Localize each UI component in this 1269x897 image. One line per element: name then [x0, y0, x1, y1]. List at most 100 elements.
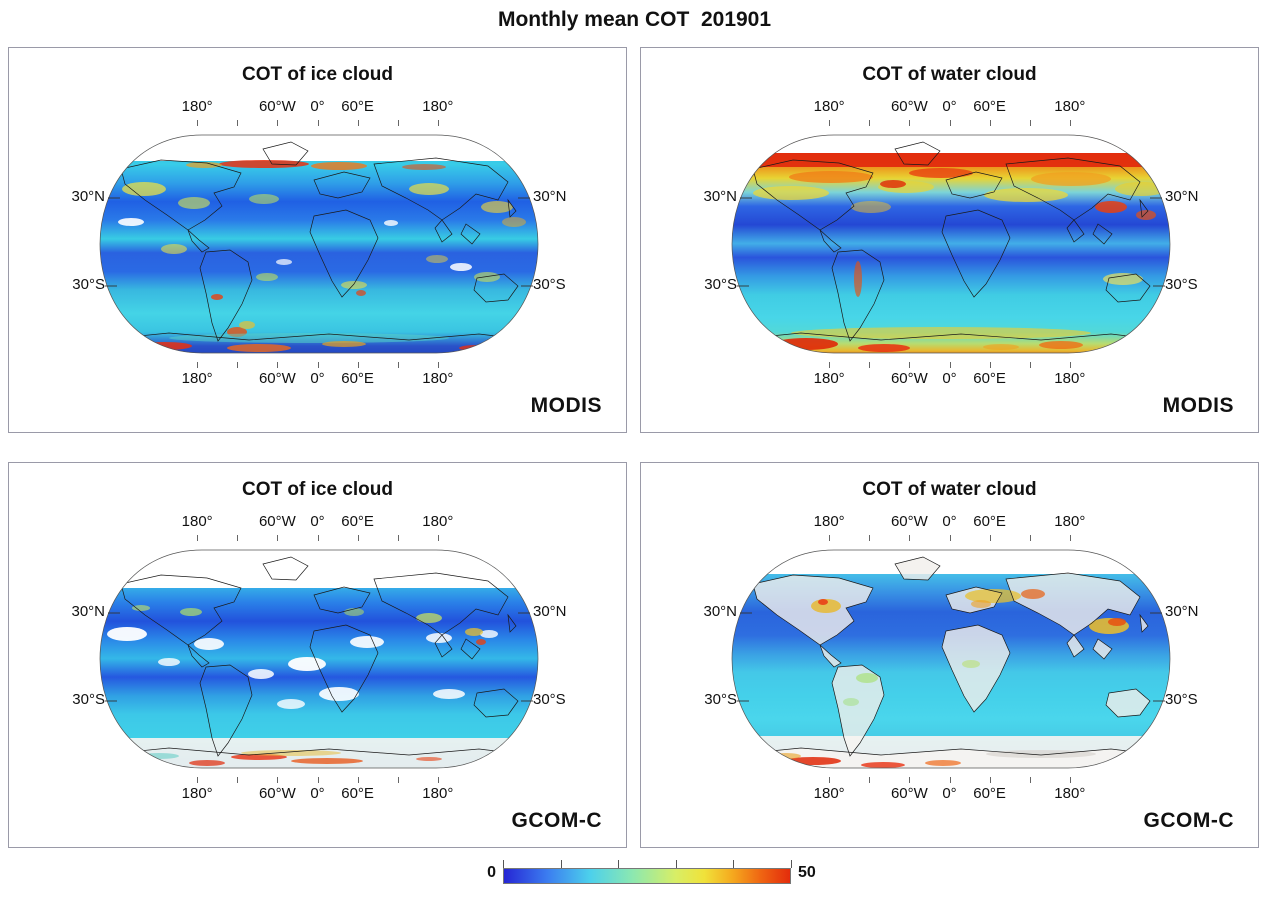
lon-ticks-bottom: [641, 362, 1258, 368]
tick-mark: [357, 535, 359, 541]
tick-mark: [1029, 120, 1031, 126]
tick-mark: [869, 362, 871, 368]
lon-label: 60°W: [890, 370, 928, 387]
tick-mark: [277, 120, 279, 126]
tick-mark: [437, 777, 439, 783]
colorbar-ticks: [503, 860, 792, 868]
lon-label: 0°: [310, 370, 325, 387]
tick-mark: [317, 362, 319, 368]
panel-title: COT of ice cloud: [242, 64, 393, 85]
tick-mark: [237, 362, 239, 368]
panel-title: COT of water cloud: [862, 64, 1037, 85]
tick-mark: [317, 120, 319, 126]
tick-mark: [397, 120, 399, 126]
lon-axis-top: 180° 60°W 0° 60°E 180°: [9, 513, 626, 531]
colorbar-min-label: 0: [487, 864, 496, 881]
lon-label: 0°: [310, 98, 325, 115]
lon-label: 180°: [422, 513, 454, 530]
lon-label: 0°: [310, 513, 325, 530]
tick-mark: [503, 860, 504, 868]
satellite-label: MODIS: [1162, 394, 1234, 417]
lon-axis-top: 180° 60°W 0° 60°E 180°: [641, 513, 1258, 531]
tick-mark: [357, 777, 359, 783]
tick-mark: [397, 362, 399, 368]
tick-mark: [949, 777, 951, 783]
tick-mark: [437, 120, 439, 126]
lon-label: 180°: [813, 785, 845, 802]
tick-mark: [909, 120, 911, 126]
tick-mark: [357, 362, 359, 368]
lon-label: 60°E: [341, 98, 374, 115]
tick-mark: [829, 120, 831, 126]
tick-mark: [437, 362, 439, 368]
lon-label: 60°E: [973, 513, 1006, 530]
tick-mark: [1029, 362, 1031, 368]
lon-label: 180°: [422, 785, 454, 802]
tick-mark: [197, 777, 199, 783]
lat-label-30s-left: 30°S: [704, 276, 737, 293]
lon-label: 0°: [942, 98, 957, 115]
panel-gcom-water: COT of water cloud 180° 60°W 0° 60°E 180…: [640, 462, 1259, 848]
lon-label: 180°: [813, 98, 845, 115]
tick-mark: [560, 860, 562, 868]
panel-title: COT of water cloud: [862, 479, 1037, 500]
lon-label: 180°: [181, 513, 213, 530]
tick-mark: [1069, 535, 1071, 541]
tick-mark: [675, 860, 677, 868]
lon-axis-bottom: 180° 60°W 0° 60°E 180°: [641, 370, 1258, 388]
lon-label: 180°: [1054, 370, 1086, 387]
tick-mark: [317, 777, 319, 783]
colorbar-gradient: [503, 868, 791, 884]
lon-label: 60°E: [973, 785, 1006, 802]
lon-label: 180°: [181, 98, 213, 115]
panel-gcom-ice: COT of ice cloud 180° 60°W 0° 60°E 180°: [8, 462, 627, 848]
panel-modis-water: COT of water cloud 180° 60°W 0° 60°E 180…: [640, 47, 1259, 433]
tick-mark: [437, 535, 439, 541]
tick-mark: [317, 535, 319, 541]
tick-mark: [197, 362, 199, 368]
lon-label: 0°: [942, 513, 957, 530]
tick-mark: [989, 120, 991, 126]
tick-mark: [909, 535, 911, 541]
lon-label: 0°: [310, 785, 325, 802]
satellite-label: MODIS: [530, 394, 602, 417]
lon-ticks-bottom: [9, 777, 626, 783]
lon-ticks-top: [641, 535, 1258, 541]
tick-mark: [949, 362, 951, 368]
lat-ticks: [737, 612, 1165, 702]
tick-mark: [949, 535, 951, 541]
tick-mark: [618, 860, 620, 868]
colorbar: 0 50: [450, 858, 850, 888]
figure-title: Monthly mean COT 201901: [497, 8, 772, 31]
lon-axis-top: 180° 60°W 0° 60°E 180°: [641, 98, 1258, 116]
lon-label: 60°W: [890, 98, 928, 115]
tick-mark: [1069, 777, 1071, 783]
tick-mark: [829, 777, 831, 783]
lat-label-30s-left: 30°S: [72, 276, 105, 293]
lon-label: 60°W: [258, 370, 296, 387]
lon-ticks-bottom: [9, 362, 626, 368]
lat-label-30s-right: 30°S: [1165, 691, 1198, 708]
lon-ticks-top: [9, 535, 626, 541]
lon-label: 180°: [422, 370, 454, 387]
tick-mark: [1069, 362, 1071, 368]
tick-mark: [989, 777, 991, 783]
lat-label-30n-left: 30°N: [703, 188, 737, 205]
tick-mark: [791, 860, 792, 868]
tick-mark: [869, 777, 871, 783]
lat-label-30n-right: 30°N: [533, 603, 567, 620]
world-map-modis-water: [641, 127, 1260, 360]
lat-ticks: [105, 197, 533, 287]
lon-label: 60°E: [973, 98, 1006, 115]
lon-label: 60°E: [341, 513, 374, 530]
lon-label: 60°E: [341, 370, 374, 387]
lon-label: 60°W: [258, 785, 296, 802]
lat-label-30n-left: 30°N: [703, 603, 737, 620]
tick-mark: [1029, 535, 1031, 541]
lon-axis-bottom: 180° 60°W 0° 60°E 180°: [9, 370, 626, 388]
lon-ticks-bottom: [641, 777, 1258, 783]
world-map-gcom-water: [641, 542, 1260, 775]
lon-label: 60°W: [890, 785, 928, 802]
panel-modis-ice: COT of ice cloud 180° 60°W 0° 60°E 180°: [8, 47, 627, 433]
